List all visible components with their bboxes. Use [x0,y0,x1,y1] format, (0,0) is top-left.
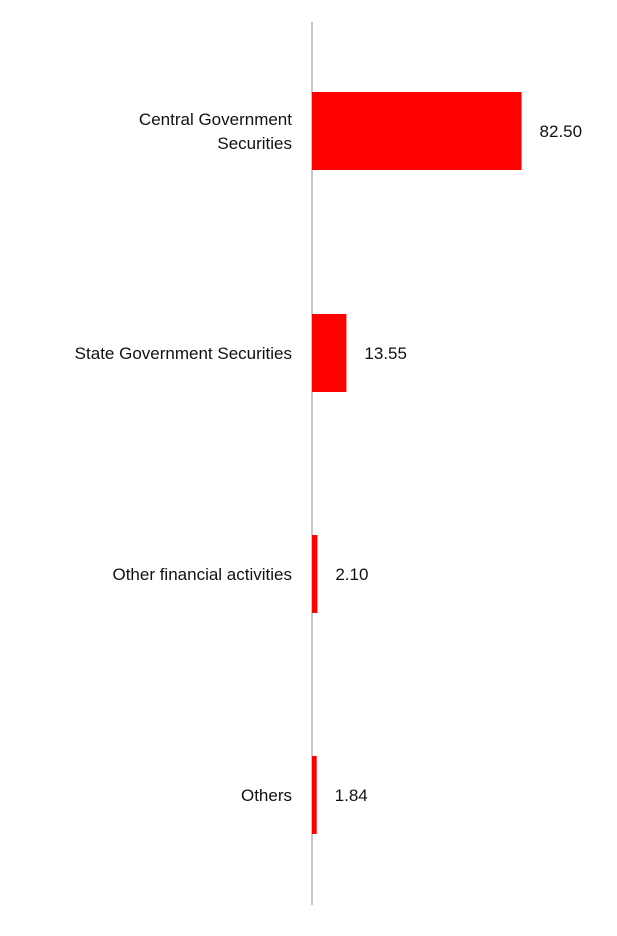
category-labels-group: Central Government Securities State Govern… [75,110,293,805]
category-label-0-line-1: Securities [217,134,292,153]
bars-group [312,92,522,834]
category-label-0-line-0: Central Government [139,110,292,129]
bar-2 [312,535,318,613]
value-label-1: 13.55 [364,344,407,363]
bar-1 [312,314,347,392]
category-label-1-line-0: State Government Securities [75,344,292,363]
value-label-3: 1.84 [335,786,368,805]
bar-0 [312,92,522,170]
value-label-2: 2.10 [335,565,368,584]
value-label-0: 82.50 [540,122,583,141]
category-label-3-line-0: Others [241,786,292,805]
bar-3 [312,756,317,834]
category-label-2-line-0: Other financial activities [112,565,292,584]
value-labels-group: 82.50 13.55 2.10 1.84 [335,122,582,805]
